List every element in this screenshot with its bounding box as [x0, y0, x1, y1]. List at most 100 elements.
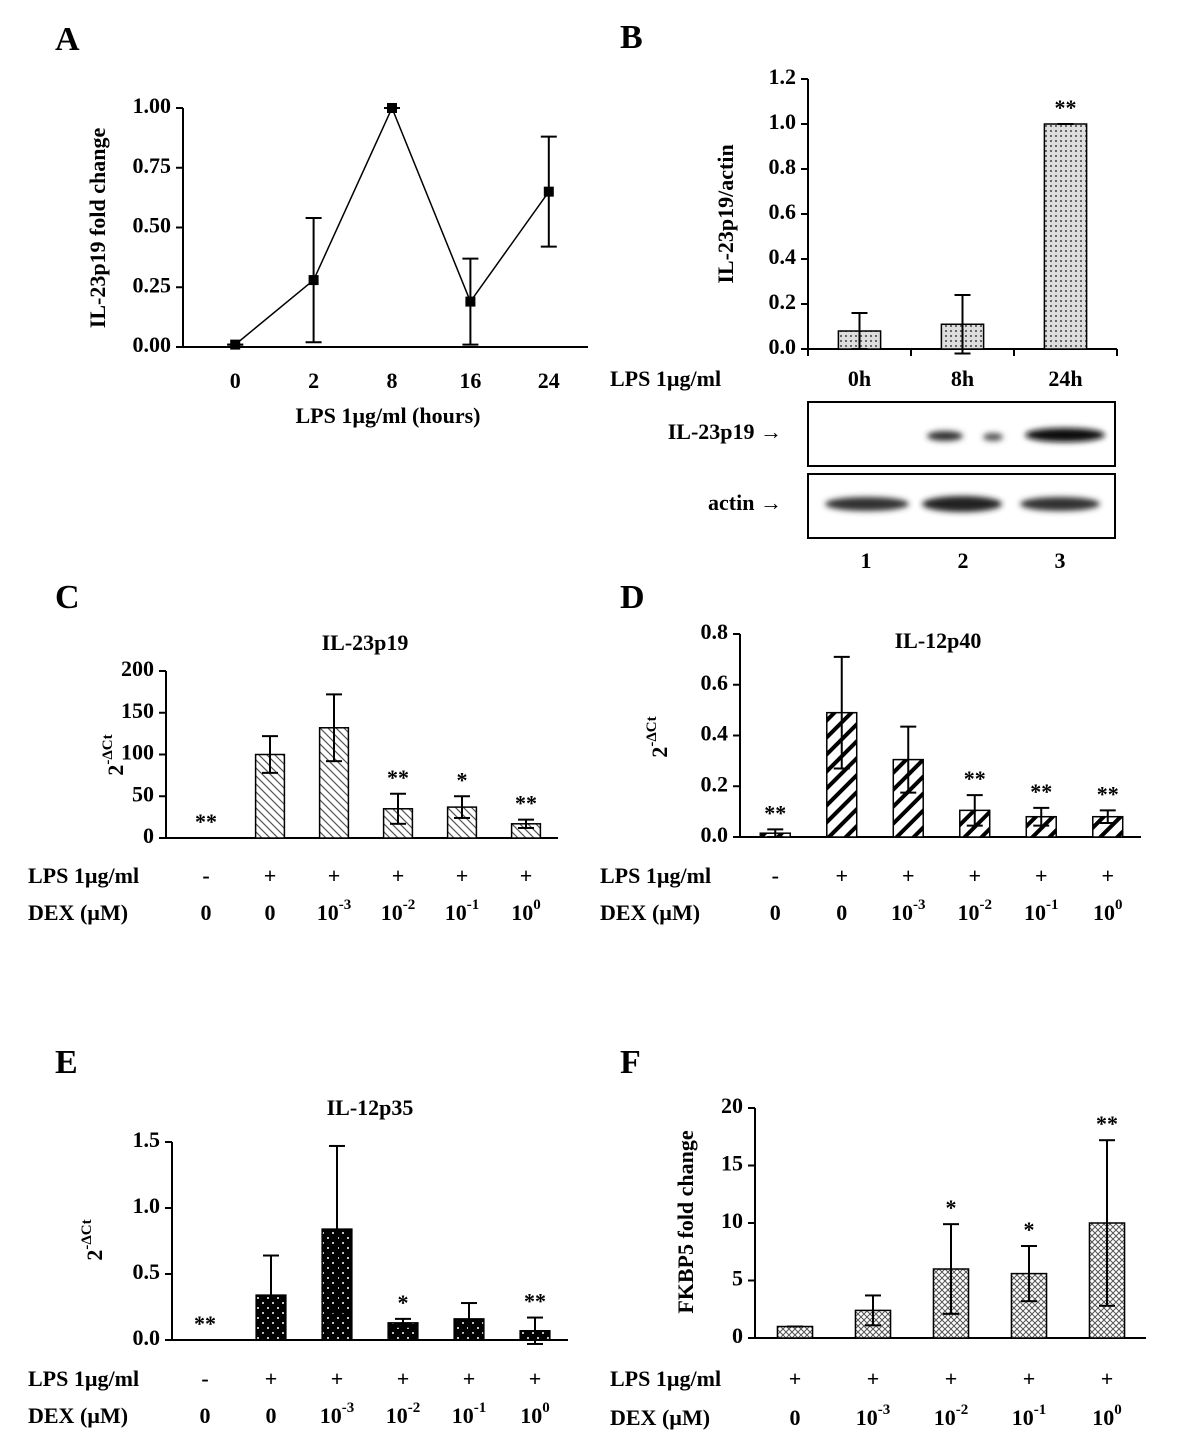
y-tick-label: 200 [121, 656, 154, 681]
y-tick-label: 0.0 [701, 822, 729, 847]
error-bar [518, 818, 534, 829]
row-value: + [835, 863, 848, 888]
row-value-exponent: -2 [403, 897, 416, 913]
significance: ** [764, 800, 786, 825]
panel-label: B [620, 19, 643, 56]
row-value: + [264, 863, 277, 888]
row-value: 0 [201, 900, 212, 925]
row-value: + [1023, 1366, 1036, 1391]
y-axis-label: IL-23p19/actin [713, 144, 738, 283]
error-bar [851, 312, 868, 350]
y-tick-label: 15 [721, 1151, 743, 1176]
y-tick-label: 1.2 [769, 64, 797, 89]
x-axis-label: LPS 1µg/ml (hours) [295, 403, 480, 428]
row-value: 0 [836, 900, 847, 925]
row-value: 10-1 [1012, 1402, 1047, 1430]
row-label: LPS 1µg/ml [28, 1366, 139, 1391]
row-value-exponent: -3 [878, 1402, 891, 1418]
y-tick-label: 0.8 [701, 619, 729, 644]
error-bar [767, 828, 784, 838]
row-label: DEX (µM) [610, 1405, 710, 1430]
y-tick-label: 0.75 [133, 153, 172, 178]
row-label: DEX (µM) [600, 900, 700, 925]
row-value: - [202, 863, 209, 888]
row-value: + [867, 1366, 880, 1391]
y-tick-label: 0.25 [133, 272, 172, 297]
row-value-exponent: -3 [342, 1400, 355, 1416]
row-value: + [392, 863, 405, 888]
row-value-exponent: -2 [980, 897, 993, 913]
y-tick-label: 100 [121, 740, 154, 765]
significance: * [946, 1195, 957, 1220]
row-value-base: 10 [317, 900, 339, 925]
significance: ** [515, 791, 537, 816]
error-bar [454, 795, 470, 819]
row-value: + [456, 863, 469, 888]
significance: * [398, 1290, 409, 1315]
row-value-exponent: -1 [467, 897, 480, 913]
row-value: + [945, 1366, 958, 1391]
row-value-base: 10 [1093, 900, 1115, 925]
data-point [543, 186, 554, 197]
panel-label: F [620, 1044, 641, 1081]
panel-label: D [620, 579, 645, 616]
row-value: 0 [790, 1405, 801, 1430]
row-value-base: 10 [1092, 1405, 1114, 1430]
error-bar [1021, 1245, 1037, 1303]
row-value: 10-2 [381, 897, 416, 925]
chart-title: IL-12p35 [327, 1095, 414, 1120]
row-value: + [968, 863, 981, 888]
row-value-exponent: -3 [913, 897, 926, 913]
error-bar [954, 294, 971, 355]
panel-label: A [55, 21, 80, 58]
row-value-base: 10 [520, 1403, 542, 1428]
row-value-exponent: -3 [339, 897, 352, 913]
row-value-base: 10 [1012, 1405, 1034, 1430]
blot-lane-label: 2 [958, 548, 969, 573]
row-value-exponent: -2 [956, 1402, 969, 1418]
row-value-base: 10 [386, 1403, 408, 1428]
error-bar [865, 1294, 881, 1327]
row-value-exponent: -1 [1046, 897, 1059, 913]
chart-title: IL-23p19 [322, 630, 409, 655]
y-tick-label: 10 [721, 1208, 743, 1233]
row-value-exponent: -2 [408, 1400, 421, 1416]
row-value-base: 10 [320, 1403, 342, 1428]
row-label: LPS 1µg/ml [610, 1366, 721, 1391]
error-bar [833, 655, 850, 770]
y-tick-label: 0.0 [769, 334, 797, 359]
error-bar [1099, 809, 1116, 825]
row-value: 100 [511, 897, 541, 925]
row-value: 100 [1092, 1402, 1122, 1430]
y-tick-label: 0.6 [701, 670, 729, 695]
row-value: + [520, 863, 533, 888]
y-tick-label: 1.0 [133, 1193, 161, 1218]
error-bar [262, 735, 278, 774]
y-tick-label: 0.6 [769, 199, 797, 224]
significance: ** [194, 1311, 216, 1336]
row-value: + [397, 1366, 410, 1391]
y-axis-label-base: 2 [82, 1250, 107, 1261]
row-value: 10-3 [891, 897, 926, 925]
row-value: 10-1 [445, 897, 480, 925]
x-tick-label: 24 [538, 368, 560, 393]
row-value-base: 10 [856, 1405, 878, 1430]
row-value: 10-3 [317, 897, 352, 925]
row-value-exponent: 0 [1115, 897, 1123, 913]
row-value: 10-1 [452, 1400, 487, 1428]
y-tick-label: 0.2 [701, 771, 729, 796]
y-axis-label: 2-ΔCt [100, 734, 128, 775]
row-value-exponent: -1 [474, 1400, 487, 1416]
row-value: 10-2 [934, 1402, 969, 1430]
y-tick-label: 1.00 [133, 93, 172, 118]
error-bar [263, 1254, 279, 1336]
chart-title: IL-12p40 [895, 628, 982, 653]
row-value: + [1101, 1366, 1114, 1391]
blot-lane-label: 1 [861, 548, 872, 573]
row-value-base: 10 [381, 900, 403, 925]
y-tick-label: 1.5 [133, 1127, 161, 1152]
blot-row-label: IL-23p19 → [668, 419, 782, 444]
y-tick-label: 150 [121, 698, 154, 723]
row-value: + [529, 1366, 542, 1391]
row-value-base: 10 [511, 900, 533, 925]
